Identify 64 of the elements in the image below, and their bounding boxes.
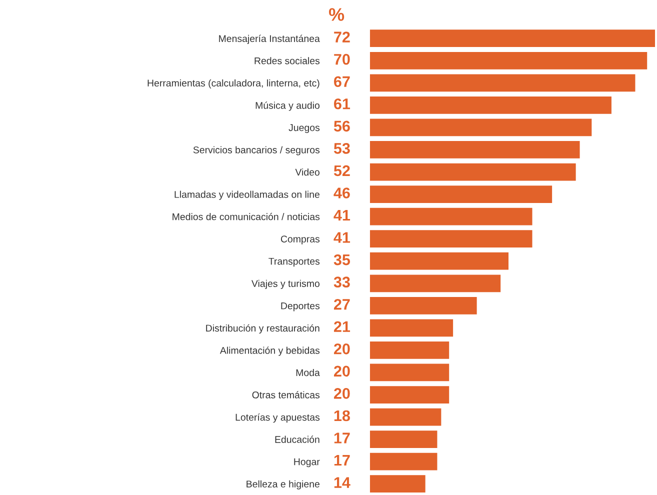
y-tick-label: Distribución y restauración — [206, 324, 320, 334]
bar — [370, 230, 532, 248]
bar — [370, 319, 454, 337]
data-label: 41 — [334, 210, 350, 221]
data-label: 20 — [334, 343, 350, 354]
y-tick-label: Belleza e higiene — [246, 480, 320, 490]
chart-title: % — [328, 8, 344, 21]
y-tick-label: Hogar — [294, 458, 320, 468]
bar — [370, 118, 592, 136]
y-tick-label: Servicios bancarios / seguros — [193, 146, 320, 156]
bar — [370, 452, 438, 470]
data-label: 56 — [334, 120, 350, 132]
bar — [370, 186, 552, 203]
data-label: 72 — [334, 32, 350, 42]
bar — [370, 163, 576, 181]
data-label: 20 — [334, 366, 350, 377]
bar — [370, 430, 438, 448]
bar — [370, 141, 580, 158]
data-label: 17 — [334, 455, 350, 466]
bar — [370, 52, 648, 70]
data-label: 27 — [334, 298, 350, 310]
bar — [370, 475, 426, 493]
y-tick-label: Otras temáticas — [252, 391, 320, 398]
y-tick-label: Viajes y turismo — [251, 280, 320, 289]
bar — [370, 364, 450, 382]
y-tick-label: Video — [295, 168, 320, 176]
bar — [370, 386, 450, 404]
data-label: 70 — [334, 54, 350, 65]
y-tick-label: Compras — [280, 236, 320, 244]
bar — [370, 96, 612, 114]
data-label: 17 — [334, 432, 350, 444]
y-tick-label: Llamadas y videollamadas on line — [174, 190, 320, 200]
y-tick-label: Juegos — [288, 124, 320, 134]
data-label: 61 — [334, 98, 350, 110]
data-label: 53 — [334, 143, 350, 154]
y-tick-label: Música y audio — [256, 102, 320, 111]
bar — [370, 408, 442, 426]
y-tick-label: Alimentación y bebidas — [220, 346, 320, 356]
data-label: 33 — [334, 276, 350, 288]
data-label: 67 — [334, 76, 350, 88]
y-tick-label: Medios de comunicación / noticias — [172, 212, 320, 220]
data-label: 46 — [334, 188, 350, 198]
bar — [370, 74, 636, 92]
data-label: 21 — [334, 321, 350, 332]
bar — [370, 208, 532, 226]
y-tick-label: Redes sociales — [254, 57, 320, 64]
y-tick-label: Herramientas (calculadora, linterna, etc) — [148, 79, 320, 88]
bar — [370, 30, 656, 48]
y-tick-label: Moda — [296, 368, 320, 376]
data-label: 14 — [334, 477, 350, 488]
y-tick-label: Deportes — [281, 302, 320, 312]
y-tick-label: Mensajería Instantánea — [219, 34, 320, 44]
bar — [370, 342, 450, 359]
y-tick-label: Loterías y apuestas — [236, 413, 320, 423]
data-label: 18 — [334, 410, 350, 422]
data-label: 41 — [334, 232, 350, 243]
bar — [370, 296, 477, 314]
data-label: 52 — [334, 165, 350, 176]
bar — [370, 274, 501, 292]
data-label: 35 — [334, 254, 350, 266]
y-tick-label: Transportes — [268, 258, 320, 267]
bar — [370, 252, 508, 270]
y-tick-label: Educación — [275, 436, 320, 443]
data-label: 20 — [334, 388, 350, 399]
